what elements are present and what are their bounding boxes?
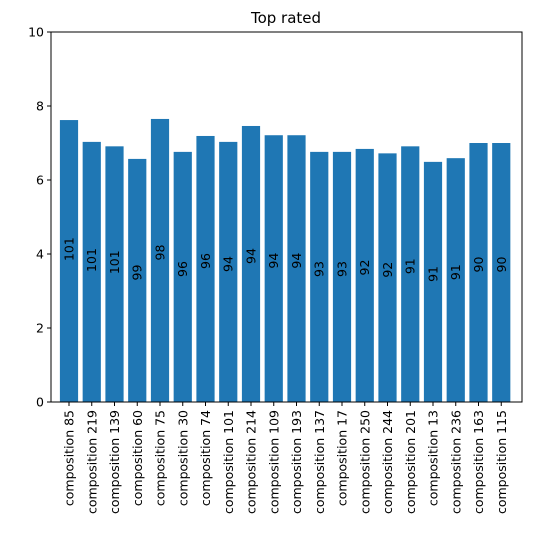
bar bbox=[401, 146, 420, 402]
bar-value-label: 93 bbox=[312, 261, 327, 277]
x-tick-label: composition 13 bbox=[426, 410, 441, 506]
bar-value-label: 101 bbox=[62, 237, 77, 261]
bar bbox=[264, 135, 283, 403]
x-tick-label: composition 244 bbox=[380, 410, 395, 514]
bar bbox=[150, 118, 170, 402]
x-tick-label: composition 74 bbox=[198, 410, 213, 506]
bar-value-label: 94 bbox=[221, 256, 236, 272]
bar bbox=[378, 153, 397, 402]
bar bbox=[128, 158, 147, 402]
x-tick-label: composition 250 bbox=[357, 410, 372, 514]
x-axis: composition 85 composition 219 composition… bbox=[62, 402, 509, 514]
x-tick-label: composition 85 bbox=[62, 410, 77, 506]
bar bbox=[82, 141, 101, 402]
bar-value-label: 101 bbox=[107, 250, 122, 274]
bar bbox=[423, 161, 443, 402]
y-tick-label: 0 bbox=[36, 395, 44, 410]
x-tick-label: composition 214 bbox=[244, 410, 259, 514]
bar-value-label: 91 bbox=[426, 266, 441, 282]
bar-value-label: 94 bbox=[244, 248, 259, 264]
bar-value-label: 94 bbox=[289, 253, 304, 269]
bar-value-label: 90 bbox=[494, 257, 509, 273]
bar bbox=[469, 143, 488, 402]
x-tick-label: composition 101 bbox=[221, 410, 236, 514]
bar-value-label: 98 bbox=[153, 245, 168, 261]
y-axis: 0 2 4 6 8 10 bbox=[28, 25, 51, 410]
x-tick-label: composition 201 bbox=[403, 410, 418, 514]
bar-value-label: 90 bbox=[471, 257, 486, 273]
bars-group bbox=[59, 118, 511, 403]
chart-title: Top rated bbox=[250, 9, 321, 27]
bar-value-label: 94 bbox=[266, 253, 281, 269]
bar bbox=[59, 120, 79, 402]
bar bbox=[492, 143, 511, 402]
x-tick-label: composition 163 bbox=[471, 410, 486, 514]
bar bbox=[310, 151, 329, 402]
bar-value-label: 92 bbox=[380, 262, 395, 278]
bar-value-label: 96 bbox=[198, 253, 213, 269]
x-tick-label: composition 30 bbox=[175, 410, 190, 506]
plot-frame bbox=[50, 31, 523, 403]
bar-value-label: 91 bbox=[403, 258, 418, 274]
x-tick-label: composition 139 bbox=[107, 410, 122, 514]
bar bbox=[219, 141, 238, 402]
bar bbox=[105, 146, 124, 402]
bar bbox=[196, 135, 215, 402]
bar bbox=[332, 151, 352, 402]
bar bbox=[355, 148, 374, 402]
x-tick-label: composition 115 bbox=[494, 410, 509, 514]
x-tick-label: composition 236 bbox=[448, 410, 463, 514]
y-tick-label: 6 bbox=[36, 173, 44, 188]
x-tick-label: composition 17 bbox=[335, 410, 350, 506]
y-tick-label: 4 bbox=[36, 247, 44, 262]
y-tick-label: 10 bbox=[28, 25, 44, 40]
x-tick-label: composition 75 bbox=[153, 410, 168, 506]
bar-value-label: 93 bbox=[335, 261, 350, 277]
x-tick-label: composition 193 bbox=[289, 410, 304, 514]
bar bbox=[241, 125, 261, 402]
bar bbox=[446, 158, 465, 402]
bar-value-label: 96 bbox=[175, 261, 190, 277]
x-tick-label: composition 219 bbox=[84, 410, 99, 514]
y-tick-label: 2 bbox=[36, 321, 44, 336]
x-tick-label: composition 60 bbox=[130, 410, 145, 506]
x-tick-label: composition 109 bbox=[266, 410, 281, 514]
bar-value-label: 92 bbox=[357, 260, 372, 276]
bar-labels-group: 101 101 101 99 98 96 96 94 94 94 94 93 93 92 92 91 91 91 9… bbox=[62, 237, 509, 282]
bar-value-label: 101 bbox=[84, 248, 99, 272]
bar bbox=[173, 151, 192, 402]
x-tick-label: composition 137 bbox=[312, 410, 327, 514]
bar bbox=[287, 135, 306, 403]
bar-value-label: 91 bbox=[448, 264, 463, 280]
y-tick-label: 8 bbox=[36, 99, 44, 114]
bar-value-label: 99 bbox=[130, 265, 145, 281]
